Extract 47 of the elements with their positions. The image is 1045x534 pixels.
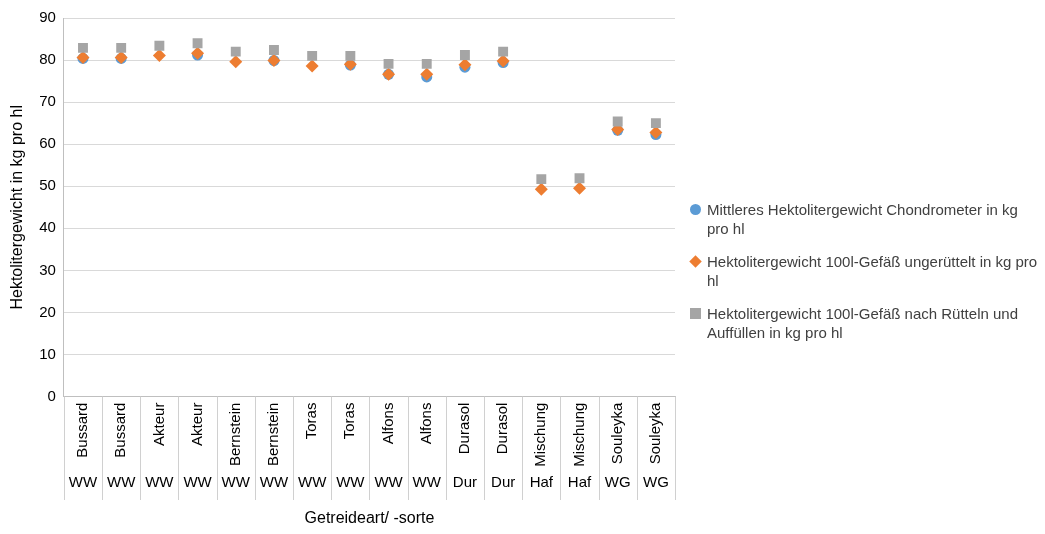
y-tick-label: 30 (39, 260, 56, 278)
y-axis-title: Hektolitergewicht in kg pro hl (8, 105, 26, 310)
text: WW (374, 473, 404, 491)
x-tick-label: Durasol (455, 402, 473, 455)
text: WW (221, 473, 251, 491)
text: WW (107, 473, 137, 491)
text: WW (336, 473, 366, 491)
text: Dur (491, 473, 516, 491)
x-tick-label: Toras (302, 402, 320, 440)
text: WW (297, 473, 328, 491)
x-tick-label: Durasol (493, 402, 511, 455)
y-tick-label: 40 (39, 218, 56, 236)
text: Dur (452, 473, 478, 491)
text: WW (145, 473, 175, 491)
y-tick-label: 60 (39, 134, 56, 152)
y-tick-label: 80 (39, 50, 56, 68)
x-tick-label: Toras (340, 402, 358, 440)
x-tick-label: Souleyka (646, 401, 664, 465)
y-tick-label: 90 (39, 8, 56, 26)
x-tick-label: Bussard (73, 402, 91, 458)
x-tick-label: Bernstein (225, 402, 243, 466)
y-tick-label: 0 (47, 386, 56, 404)
text: Haf (529, 473, 554, 491)
text: WW (259, 473, 289, 491)
x-tick-label: Akteur (187, 402, 205, 446)
x-tick-label: Alfons (378, 402, 396, 445)
y-tick-label: 20 (39, 302, 56, 320)
x-tick-label: Bussard (111, 402, 129, 458)
legend-label: Mittleres Hektolitergewicht Chondrometer in kg pro hl (707, 200, 1019, 238)
y-tick-label: 70 (39, 92, 56, 110)
y-tick-label: 10 (39, 344, 56, 362)
text: WG (642, 473, 669, 491)
text: Haf (567, 473, 593, 491)
legend-label: Hektolitergewicht 100l-Gefäß ungerüttelt in kg pro hl (707, 252, 1039, 290)
text: WG (604, 473, 631, 491)
text: WW (68, 473, 98, 491)
legend-label: Hektolitergewicht 100l-Gefäß nach Rütteln und Auffüllen in kg pro hl (707, 304, 1019, 342)
x-tick-label: Mischung (569, 402, 587, 467)
x-tick-label: Akteur (149, 402, 167, 446)
text: WW (412, 473, 442, 491)
text: WW (183, 473, 213, 491)
x-tick-label: Alfons (416, 402, 434, 445)
y-tick-label: 50 (39, 176, 56, 194)
x-axis-title: Getreideart/ -sorte (304, 508, 435, 526)
x-tick-label: Mischung (531, 402, 549, 467)
x-tick-label: Bernstein (264, 402, 282, 466)
x-tick-label: Souleyka (607, 401, 625, 465)
